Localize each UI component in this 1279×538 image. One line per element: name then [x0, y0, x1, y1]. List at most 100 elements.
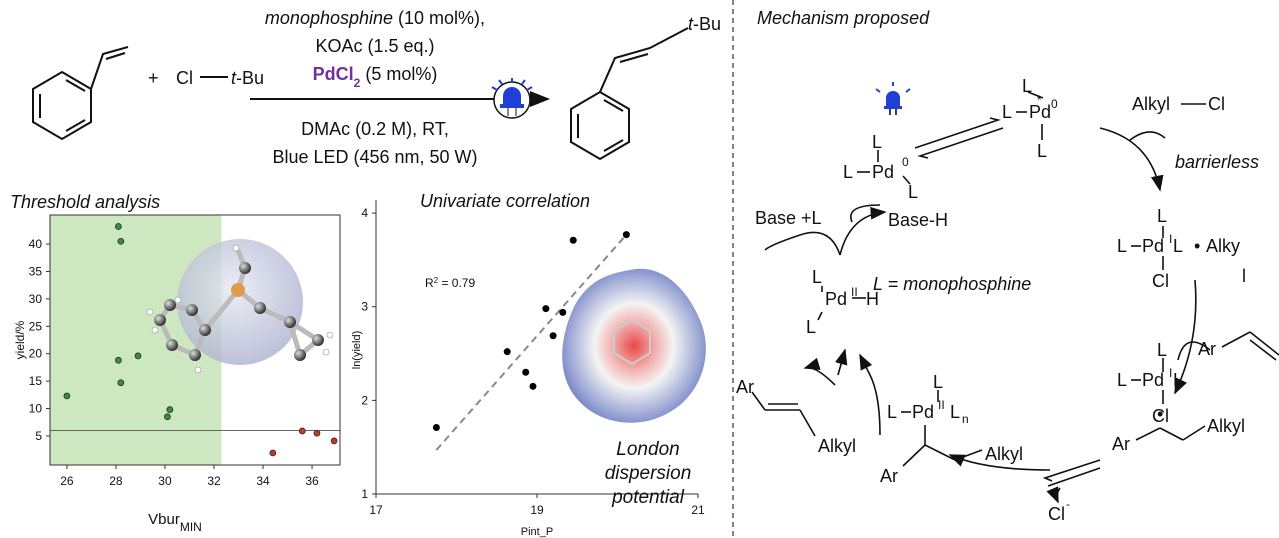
x-tick-label: 21: [691, 503, 705, 517]
x-axis-label-part: Vbur: [148, 511, 180, 528]
mechanism-label-part: 0: [1051, 97, 1058, 111]
mechanism-label: L: [1002, 102, 1012, 122]
product-tbu: t-Bu: [688, 14, 721, 34]
mechanism-label-part: L: [1173, 236, 1183, 256]
mechanism-label-part: Cl: [1208, 94, 1225, 114]
mechanism-label: -: [1066, 497, 1070, 511]
y-tick-label: 10: [29, 402, 43, 416]
point: [559, 309, 566, 316]
mechanism-title: Mechanism proposed: [757, 8, 930, 28]
mechanism-label-part: l: [1242, 266, 1246, 286]
mechanism-label: L: [872, 132, 882, 152]
x-axis-label: VburMIN: [148, 511, 202, 534]
condition: PdCl2 (5 mol%): [313, 64, 438, 90]
mechanism-label-part: H: [866, 289, 879, 309]
y-axis-label: yield/%: [13, 320, 27, 359]
mechanism-label-part: L: [1022, 76, 1032, 96]
mechanism-label: Alkyl: [1132, 94, 1170, 114]
condition-part: (10 mol%),: [393, 8, 485, 28]
led-icon: [492, 78, 532, 118]
mechanism-label: Pd: [872, 162, 894, 182]
mechanism-label: •: [1157, 404, 1163, 424]
y-tick-label: 30: [29, 292, 43, 306]
x-tick-label: 34: [256, 474, 270, 488]
mechanism-label-part: L: [1173, 370, 1183, 390]
mechanism-label-part: L: [806, 317, 816, 337]
point: [270, 450, 276, 456]
chloride: Cl: [176, 68, 193, 88]
mechanism-label: L: [1117, 236, 1127, 256]
y-tick-label: 4: [361, 206, 368, 220]
mechanism-label-part: Ar: [736, 377, 754, 397]
x-axis-label-part: Pint_P: [521, 526, 553, 538]
point: [522, 369, 529, 376]
mechanism-label-part: L: [843, 162, 853, 182]
y-axis-label-part: ln(yield): [351, 331, 363, 370]
step-label-part: barrierless: [1175, 152, 1259, 172]
mechanism-label-part: L: [872, 132, 882, 152]
mechanism-label: Ar: [1198, 339, 1216, 359]
mechanism-label-part: L: [1157, 206, 1167, 226]
point: [623, 231, 630, 238]
mechanism-label: L: [843, 162, 853, 182]
mechanism-label: L: [1173, 236, 1183, 256]
mechanism-label: II: [938, 398, 945, 412]
inset-label: London: [616, 439, 679, 460]
mechanism-label-part: I: [1169, 232, 1172, 246]
mechanism-title-part: Mechanism proposed: [757, 8, 930, 28]
point: [299, 428, 305, 434]
mechanism-label-part: L: [908, 182, 918, 202]
mechanism-label: L: [806, 317, 816, 337]
mechanism-label-part: Alkyl: [1207, 416, 1245, 436]
mechanism-label: Alkyl: [1207, 416, 1245, 436]
mechanism-label-part: •: [1194, 236, 1200, 256]
condition: Blue LED (456 nm, 50 W): [272, 147, 477, 167]
mechanism-label: Base-H: [888, 210, 948, 230]
x-tick-label: 19: [530, 503, 544, 517]
mechanism-label-part: 0: [902, 155, 909, 169]
mechanism-label: Cl: [1208, 94, 1225, 114]
y-tick-label: 2: [361, 393, 368, 407]
point: [331, 438, 337, 444]
mechanism-label: Base +L: [755, 208, 822, 228]
point: [167, 407, 173, 413]
mechanism-label: 0: [1051, 97, 1058, 111]
mechanism-label-part: Ar: [880, 466, 898, 486]
condition-part: DMAc (0.2 M), RT,: [301, 119, 449, 139]
mechanism-label: Ar: [1112, 434, 1130, 454]
mechanism-label: L: [1037, 141, 1047, 161]
figure: + Cl t-Bu monophosphine (10 mol%), KOAc (1.5…: [0, 0, 1279, 538]
x-tick-label: 26: [60, 474, 74, 488]
mechanism-label-part: Alkyl: [818, 436, 856, 456]
plus-part: +: [148, 68, 159, 88]
mechanism-label: Pd: [825, 289, 847, 309]
mechanism-label-part: Alkyl: [985, 444, 1023, 464]
mechanism-label-part: Pd: [1142, 370, 1164, 390]
mechanism-label: L: [908, 182, 918, 202]
inset-label-part: dispersion: [605, 463, 692, 484]
mechanism-label-part: Alky: [1206, 236, 1240, 256]
tbu: t-Bu: [231, 68, 264, 88]
mechanism-label-part: Pd: [1142, 236, 1164, 256]
mechanism-label-part: Alkyl: [1132, 94, 1170, 114]
esp-inset: [562, 269, 706, 423]
x-axis-label-part: MIN: [180, 520, 202, 534]
condition: DMAc (0.2 M), RT,: [301, 119, 449, 139]
ligand-definition: L = monophosphine: [873, 274, 1031, 294]
mechanism-label-part: L: [950, 402, 960, 422]
y-tick-label: 3: [361, 300, 368, 314]
y-tick-label: 20: [29, 347, 43, 361]
led-icon-small: [876, 82, 910, 115]
condition-part: monophosphine: [265, 8, 393, 28]
mechanism-label-part: L: [887, 402, 897, 422]
condition-part: KOAc (1.5 eq.): [315, 36, 434, 56]
mechanism-label: 0: [902, 155, 909, 169]
ligand-definition-part: L = monophosphine: [873, 274, 1031, 294]
mechanism-label: L: [1117, 370, 1127, 390]
point: [570, 237, 577, 244]
mechanism-label-part: L: [1117, 236, 1127, 256]
mechanism-label-part: Ar: [1112, 434, 1130, 454]
product-tbu-part: -Bu: [693, 14, 721, 34]
point: [164, 414, 170, 420]
plus: +: [148, 68, 159, 88]
